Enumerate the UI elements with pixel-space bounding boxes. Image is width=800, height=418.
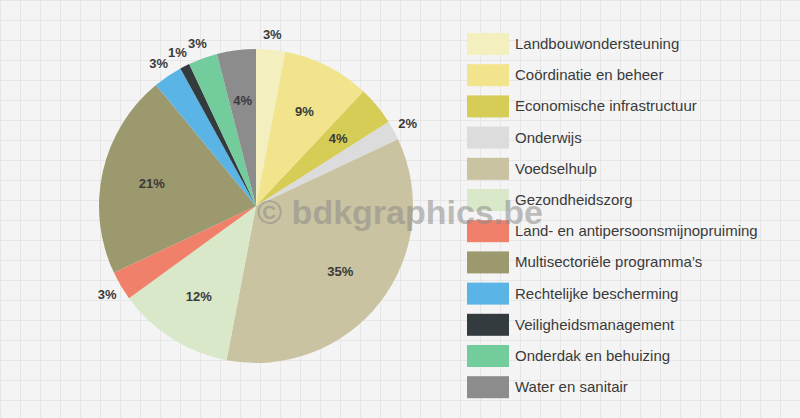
legend-swatch: [467, 158, 509, 180]
legend-label: Coördinatie en beheer: [515, 66, 663, 83]
legend-swatch: [467, 64, 509, 86]
legend-label: Onderdak en behuizing: [515, 347, 670, 364]
legend-swatch: [467, 314, 509, 336]
data-label: 3%: [149, 56, 168, 71]
legend-label: Voedselhulp: [515, 160, 597, 177]
chart: 3%9%4%2%35%12%3%21%3%1%3%4%Landbouwonder…: [0, 0, 800, 418]
legend-swatch: [467, 33, 509, 55]
legend-swatch: [467, 95, 509, 117]
data-label: 2%: [398, 116, 417, 131]
legend-swatch: [467, 376, 509, 398]
watermark: © bdkgraphics.be: [257, 193, 543, 231]
legend-label: Landbouwondersteuning: [515, 35, 679, 52]
data-label: 35%: [327, 264, 353, 279]
data-label: 4%: [329, 131, 348, 146]
data-label: 9%: [295, 104, 314, 119]
slice: [217, 49, 256, 206]
legend-swatch: [467, 345, 509, 367]
data-label: 3%: [263, 27, 282, 42]
data-labels: 3%9%4%2%35%12%3%21%3%1%3%4%: [98, 27, 418, 304]
data-label: 21%: [139, 176, 165, 191]
legend-label: Veiligheidsmanagement: [515, 316, 675, 333]
legend-label: Rechtelijke bescherming: [515, 285, 678, 302]
data-label: 3%: [98, 287, 117, 302]
legend-label: Multisectoriële programma’s: [515, 253, 702, 270]
legend-label: Economische infrastructuur: [515, 97, 697, 114]
legend-swatch: [467, 283, 509, 305]
legend-swatch: [467, 251, 509, 273]
data-label: 1%: [168, 45, 187, 60]
legend-label: Land- en antipersoonsmijnopruiming: [515, 222, 758, 239]
data-label: 4%: [233, 93, 252, 108]
legend-label: Water en sanitair: [515, 378, 628, 395]
data-label: 12%: [186, 289, 212, 304]
legend-label: Onderwijs: [515, 129, 582, 146]
data-label: 3%: [188, 36, 207, 51]
legend-swatch: [467, 127, 509, 149]
